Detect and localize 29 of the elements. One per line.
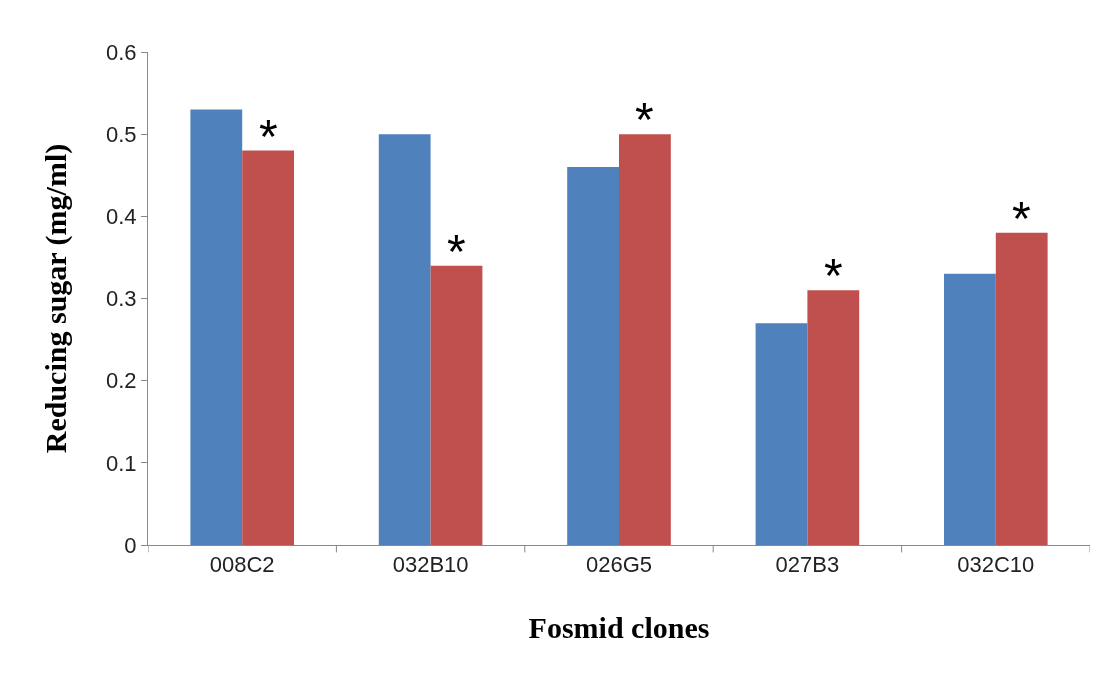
annotation: * xyxy=(259,110,278,163)
x-tick-label: 027B3 xyxy=(775,552,840,578)
x-axis-title: Fosmid clones xyxy=(528,610,710,644)
y-tick-label: 0.5 xyxy=(106,121,137,147)
bar xyxy=(190,109,243,545)
x-tick-label: 008C2 xyxy=(209,552,275,578)
bar xyxy=(378,134,431,545)
annotation: * xyxy=(1012,192,1031,245)
bar xyxy=(995,232,1048,545)
y-tick-label: 0.2 xyxy=(106,368,137,394)
bar xyxy=(755,323,808,545)
annotation: * xyxy=(824,249,843,302)
x-tick-label: 026G5 xyxy=(585,552,653,578)
x-tick-label: 032C10 xyxy=(957,552,1035,578)
bar xyxy=(242,150,295,545)
annotation: * xyxy=(635,93,654,146)
bar xyxy=(943,273,996,545)
y-tick-label: 0.3 xyxy=(106,286,137,312)
y-tick-label: 0 xyxy=(124,532,137,558)
bar xyxy=(807,290,860,545)
y-tick-label: 0.1 xyxy=(106,450,137,476)
y-axis-title: Reducing sugar (mg/ml) xyxy=(39,143,74,454)
bar xyxy=(619,134,671,545)
annotation: * xyxy=(447,225,466,278)
x-tick-label: 032B10 xyxy=(392,552,469,578)
bar xyxy=(430,265,483,545)
bar xyxy=(567,167,619,545)
y-tick-label: 0.6 xyxy=(106,39,137,65)
y-tick-label: 0.4 xyxy=(106,204,137,230)
